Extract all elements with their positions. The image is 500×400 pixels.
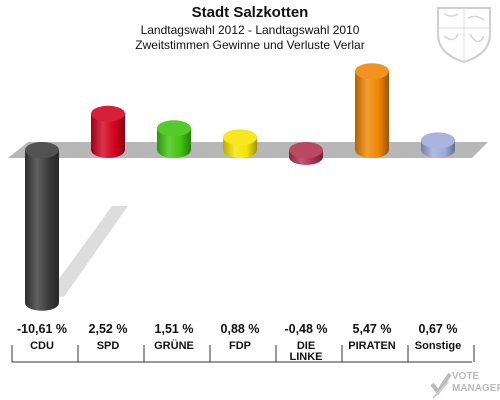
vote-manager-watermark: VOTE MANAGER [430, 368, 500, 400]
bar-top-cap [157, 120, 191, 137]
bar-top-cap [421, 132, 455, 149]
category-label: CDU [30, 340, 54, 352]
bar-shadow [46, 206, 128, 297]
checkmark-icon [430, 372, 452, 399]
bars [25, 63, 455, 311]
bar-top-cap [91, 105, 125, 122]
category-label: DIE [297, 340, 315, 352]
category-label: Sonstige [415, 340, 461, 352]
chart-subtitle-2: Zweitstimmen Gewinne und Verluste Verlar [135, 38, 365, 52]
bar-shadows [46, 206, 128, 297]
bar-bottom-cap [355, 142, 389, 158]
value-label: -10,61 % [17, 322, 67, 336]
category-label: FDP [229, 340, 251, 352]
bar-top-cap [223, 129, 257, 146]
bar-bottom-cap [157, 142, 191, 158]
value-labels: -10,61 % 2,52 % 1,51 % 0,88 % -0,48 % 5,47 % 0… [17, 322, 457, 336]
value-label: 5,47 % [353, 322, 392, 336]
bar-spd [91, 105, 125, 158]
bar-bottom-cap [91, 142, 125, 158]
bar-fdp [223, 129, 257, 158]
value-label: 2,52 % [89, 322, 128, 336]
value-label: 0,67 % [419, 322, 458, 336]
bar-top-cap [289, 142, 323, 158]
bar-bottom-cap [223, 142, 257, 158]
bar-piraten [355, 63, 389, 158]
bar-gr-ne [157, 120, 191, 158]
category-label: SPD [97, 340, 120, 352]
bar-die-linke [289, 142, 323, 165]
category-label: PIRATEN [348, 340, 396, 352]
bar-body [25, 150, 59, 303]
bar-top-cap [355, 63, 389, 80]
watermark-line2: MANAGER [452, 383, 500, 394]
value-label: -0,48 % [284, 322, 327, 336]
category-label: GRÜNE [154, 339, 194, 352]
value-label: 0,88 % [221, 322, 260, 336]
bar-sonstige [421, 132, 455, 158]
chart-subtitle: Landtagswahl 2012 - Landtagswahl 2010 [140, 23, 360, 37]
chart-title: Stadt Salzkotten [191, 4, 309, 21]
category-label: LINKE [290, 351, 323, 363]
bar-body [355, 71, 389, 150]
bar-top-cap [25, 142, 59, 158]
coat-of-arms-icon [437, 7, 491, 64]
value-label: 1,51 % [155, 322, 194, 336]
bar-bottom-cap [25, 294, 59, 311]
bar-cdu [25, 142, 59, 311]
watermark-line1: VOTE [452, 371, 480, 382]
